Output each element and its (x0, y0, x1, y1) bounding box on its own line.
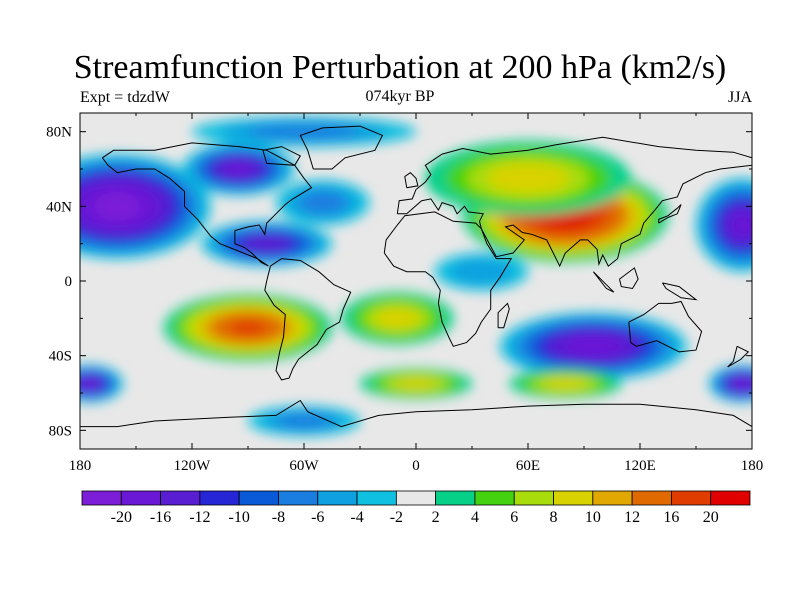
contour-south-atlantic-high (374, 307, 420, 329)
experiment-label: Expt = tdzdW (80, 89, 170, 106)
plot-title: Streamfunction Perturbation at 200 hPa (… (73, 49, 727, 86)
contour-australian-low (565, 336, 622, 357)
colorbar-label: 12 (624, 509, 640, 526)
contour-north-pacific-low (94, 193, 141, 220)
field-background (80, 113, 752, 449)
colorbar-label: 4 (471, 509, 479, 526)
coastlines (80, 125, 752, 428)
time-label: 074kyr BP (365, 88, 435, 105)
coastline-africa (383, 211, 513, 347)
lon-tick-label: 60W (289, 458, 319, 474)
colorbar-swatch (513, 490, 554, 506)
colorbar-swatch (631, 490, 672, 506)
coastline-south-america (264, 258, 352, 381)
colorbar-swatch (710, 490, 751, 506)
colorbar-swatch (553, 490, 594, 506)
colorbar-swatch (671, 490, 712, 506)
coastline-madagascar (497, 302, 510, 329)
coastline-sumatra (592, 271, 615, 293)
colorbar-label: -16 (150, 509, 171, 526)
lon-tick-label: 120E (624, 458, 656, 474)
contour-west-pacific-low (732, 214, 752, 236)
colorbar-label: 20 (703, 509, 719, 526)
lon-tick-label: 120W (174, 458, 212, 474)
colorbar-swatch (317, 490, 358, 506)
coastline-uk (404, 172, 419, 189)
colorbar-swatch (395, 490, 437, 506)
colorbar-swatch (474, 490, 515, 506)
coastline-north-america (101, 142, 313, 267)
coastline-new-zealand (727, 345, 750, 368)
coastline-new-guinea (661, 282, 698, 301)
coastline-greenland (299, 125, 384, 170)
coastline-eurasia (396, 136, 752, 268)
colorbar-swatch (592, 490, 633, 506)
colorbar-swatch (199, 490, 240, 506)
contour-southern-ocean-low-west (81, 379, 97, 388)
lon-tick-label: 60E (516, 458, 540, 474)
coastline-australia (628, 300, 703, 353)
colorbar-label: 6 (510, 509, 518, 526)
axis-ticks: 80N 40N 0 40S 80S 180 120W 60W 0 60E 120E 180 (46, 113, 763, 474)
lat-tick-label: 80N (46, 125, 72, 141)
contour-antarctic-low (276, 413, 332, 429)
contour-eurasian-high (486, 163, 570, 194)
colorbar-label: -2 (390, 509, 403, 526)
lat-tick-label: 80S (49, 423, 72, 439)
lat-tick-label: 40N (46, 199, 72, 215)
colorbar-swatch (81, 490, 122, 506)
coastline-antarctica (80, 399, 752, 428)
season-label: JJA (727, 89, 752, 106)
contour-atlantic-low-ring (299, 191, 346, 214)
lat-tick-label: 0 (65, 274, 73, 290)
colorbar-label: 16 (663, 509, 679, 526)
lat-tick-label: 40S (49, 349, 72, 365)
colorbar-swatch (120, 490, 161, 506)
colorbar-label: 10 (585, 509, 601, 526)
lon-tick-label: 180 (741, 458, 764, 474)
contour-canada-low (226, 163, 252, 175)
contour-southern-ocean-low-east (732, 378, 752, 390)
colorbar: -20 -16 -12 -10 -8 -6 -4 -2 2 4 6 8 10 12 16 20 (81, 490, 751, 526)
colorbar-swatch (238, 490, 279, 506)
lon-tick-label: 0 (412, 458, 420, 474)
colorbar-swatch (435, 490, 476, 506)
contour-africa-low (450, 259, 513, 285)
colorbar-label: 2 (432, 509, 440, 526)
colorbar-label: 8 (550, 509, 558, 526)
contour-south-atlantic-high-2 (393, 377, 439, 390)
lon-tick-label: 180 (69, 458, 92, 474)
contour-south-indian-high (542, 377, 588, 390)
colorbar-label: -20 (111, 509, 132, 526)
colorbar-label: -10 (229, 509, 250, 526)
colorbar-swatch (278, 490, 319, 506)
streamfunction-field (80, 113, 752, 449)
contour-south-pacific-high (229, 320, 267, 336)
coastline-baffin (262, 146, 302, 166)
colorbar-swatch (160, 490, 201, 506)
colorbar-label: -6 (311, 509, 324, 526)
colorbar-label: -12 (189, 509, 210, 526)
colorbar-label: -8 (272, 509, 285, 526)
colorbar-swatch (356, 490, 397, 506)
colorbar-label: -4 (350, 509, 363, 526)
contour-caribbean-low (242, 235, 292, 253)
coastline-japan (658, 204, 682, 224)
coastline-borneo (619, 267, 639, 290)
